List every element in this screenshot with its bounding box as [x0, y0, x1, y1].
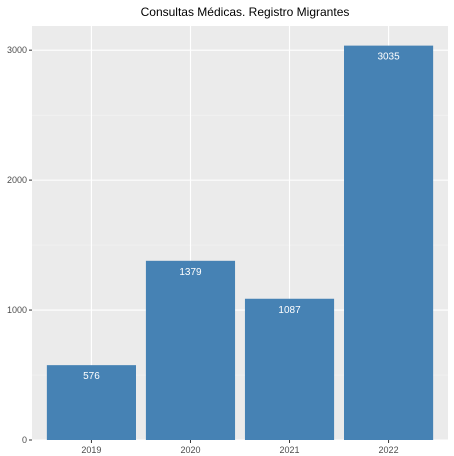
y-tick-label: 1000	[7, 305, 27, 315]
bar-2019	[46, 365, 136, 440]
y-tick-label: 2000	[7, 175, 27, 185]
data-labels-group: 576 1379 1087 3035	[83, 52, 400, 383]
y-axis: 0 1000 2000 3000	[7, 45, 32, 445]
x-axis: 2019 2020 2021 2022	[81, 440, 399, 455]
x-tick-label: 2021	[280, 445, 300, 455]
x-tick-label: 2019	[81, 445, 101, 455]
y-tick-label: 0	[22, 435, 27, 445]
y-tick-label: 3000	[7, 45, 27, 55]
bar-2020	[145, 260, 236, 440]
x-tick-label: 2022	[379, 445, 399, 455]
chart-title: Consultas Médicas. Registro Migrantes	[141, 5, 350, 19]
bar-2021	[244, 298, 335, 440]
x-tick-label: 2020	[180, 445, 200, 455]
bar-2022	[344, 45, 434, 441]
data-label-2020: 1379	[179, 267, 202, 278]
bars-group	[46, 45, 434, 441]
data-label-2022: 3035	[377, 52, 400, 63]
data-label-2019: 576	[83, 371, 100, 382]
data-label-2021: 1087	[278, 305, 301, 316]
